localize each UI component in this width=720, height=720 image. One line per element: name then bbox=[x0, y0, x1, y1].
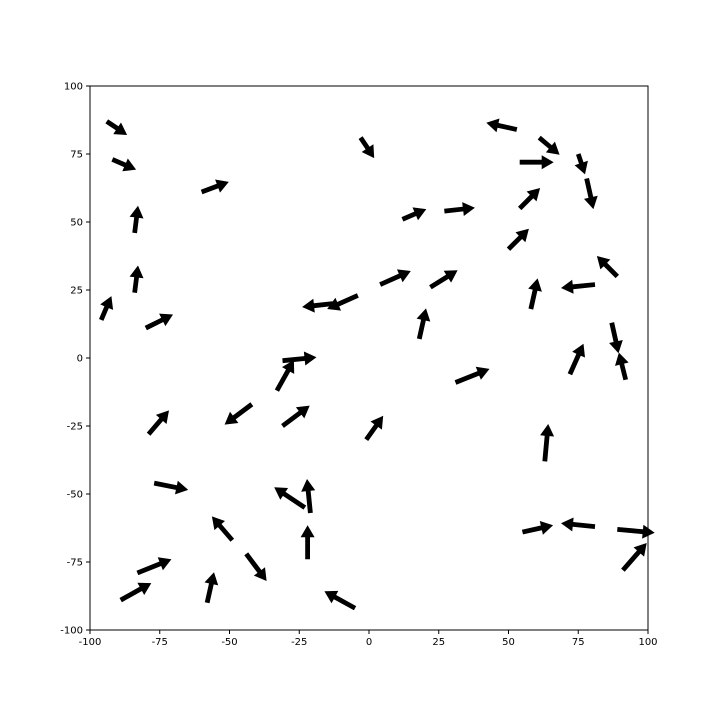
arrow-mark bbox=[129, 265, 144, 293]
arrows-layer bbox=[99, 118, 655, 611]
arrow-mark bbox=[136, 557, 172, 576]
x-tick-label: 100 bbox=[638, 637, 657, 648]
x-tick-label: 0 bbox=[366, 637, 372, 648]
arrow-mark bbox=[584, 178, 598, 210]
arrow-mark bbox=[204, 572, 219, 604]
arrow-mark bbox=[224, 402, 254, 425]
y-tick-label: 75 bbox=[70, 150, 83, 161]
arrow-mark bbox=[301, 479, 316, 514]
arrow-mark bbox=[129, 205, 144, 234]
arrow-mark bbox=[540, 424, 555, 462]
arrow-mark bbox=[519, 155, 554, 170]
arrow-mark bbox=[528, 278, 542, 310]
y-axis: -100 -75 -50 -25 0 25 50 75 100 bbox=[60, 82, 90, 637]
arrow-mark bbox=[401, 207, 427, 222]
arrow-mark bbox=[300, 525, 315, 560]
arrow-mark bbox=[211, 516, 235, 542]
arrow-mark bbox=[111, 157, 137, 172]
arrow-mark bbox=[324, 590, 357, 611]
arrow-mark bbox=[379, 269, 411, 287]
arrow-mark bbox=[274, 487, 307, 510]
y-tick-label: 50 bbox=[70, 218, 83, 229]
x-axis: -100 -75 -50 -25 0 25 50 75 100 bbox=[79, 630, 658, 648]
arrow-mark bbox=[274, 360, 295, 392]
arrow-mark bbox=[119, 582, 152, 603]
x-tick-label: -25 bbox=[291, 637, 307, 648]
arrow-mark bbox=[200, 179, 229, 195]
arrow-mark bbox=[302, 298, 333, 313]
arrow-mark bbox=[574, 153, 588, 175]
arrow-mark bbox=[609, 322, 623, 354]
arrow-mark bbox=[506, 228, 529, 251]
x-tick-label: 75 bbox=[572, 637, 585, 648]
arrow-mark bbox=[615, 352, 629, 381]
y-tick-label: 25 bbox=[70, 286, 83, 297]
arrow-mark bbox=[327, 293, 359, 311]
y-tick-label: -25 bbox=[67, 422, 83, 433]
arrow-mark bbox=[364, 415, 384, 441]
arrow-mark bbox=[518, 188, 541, 211]
arrow-mark bbox=[416, 308, 431, 340]
arrow-mark bbox=[486, 118, 518, 133]
arrow-mark bbox=[537, 135, 560, 155]
arrow-mark bbox=[621, 543, 647, 572]
x-tick-label: -100 bbox=[79, 637, 102, 648]
arrow-mark bbox=[617, 524, 655, 539]
y-tick-label: 0 bbox=[77, 354, 83, 365]
y-tick-label: 100 bbox=[64, 82, 83, 93]
arrow-mark bbox=[429, 270, 458, 290]
arrow-mark bbox=[444, 202, 475, 216]
arrow-mark bbox=[146, 410, 169, 436]
arrow-mark bbox=[99, 296, 114, 321]
y-tick-label: -100 bbox=[60, 626, 83, 637]
arrow-mark bbox=[561, 279, 596, 294]
arrow-mark bbox=[358, 136, 375, 159]
arrow-mark bbox=[105, 119, 128, 135]
x-tick-label: 25 bbox=[432, 637, 445, 648]
arrow-mark bbox=[521, 521, 554, 535]
x-tick-label: -50 bbox=[221, 637, 237, 648]
x-tick-label: 50 bbox=[502, 637, 515, 648]
arrow-mark bbox=[281, 405, 310, 428]
arrow-mark bbox=[454, 366, 490, 385]
x-tick-label: -75 bbox=[152, 637, 168, 648]
y-tick-label: -50 bbox=[67, 490, 83, 501]
arrow-mark bbox=[567, 343, 585, 376]
arrow-mark bbox=[596, 256, 619, 279]
y-tick-label: -75 bbox=[67, 558, 83, 569]
arrow-mark bbox=[561, 517, 596, 532]
arrow-mark bbox=[244, 552, 267, 581]
arrow-mark bbox=[153, 480, 189, 495]
arrow-mark bbox=[144, 313, 173, 331]
